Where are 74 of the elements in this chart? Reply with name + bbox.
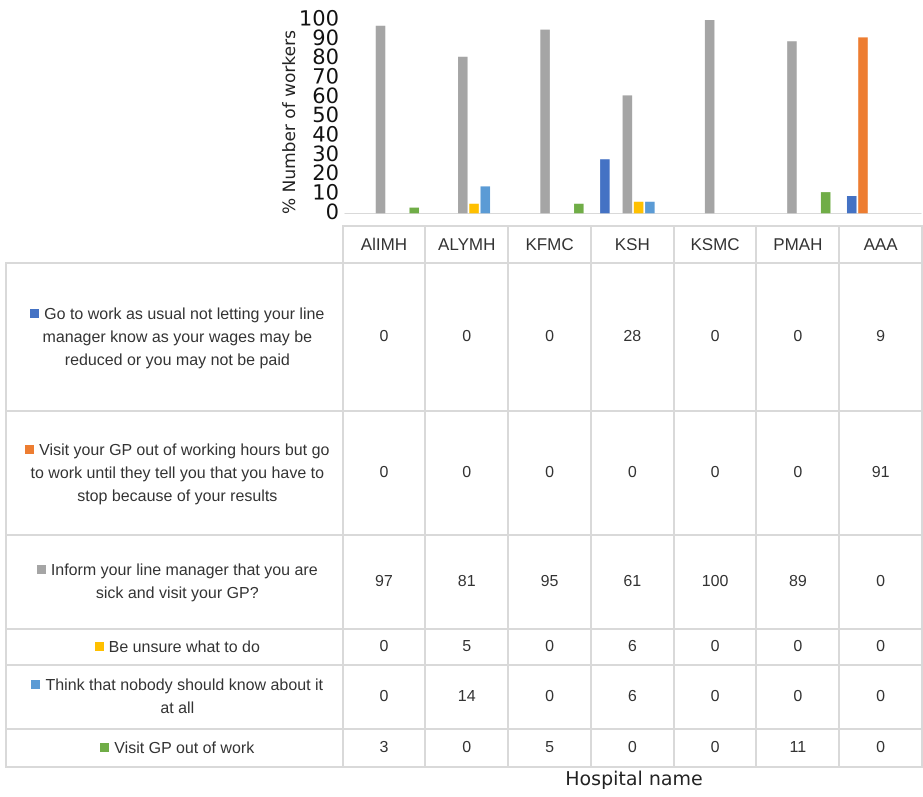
x-tick-label: AAA <box>839 226 922 263</box>
data-label: 0 <box>508 665 591 729</box>
bar <box>787 41 797 214</box>
bar <box>540 30 550 214</box>
data-label: 0 <box>425 729 508 767</box>
bar <box>574 204 584 214</box>
data-label: 0 <box>342 629 426 665</box>
data-label: 0 <box>674 665 756 729</box>
data-label: 9 <box>839 263 922 411</box>
data-label: 61 <box>590 535 674 629</box>
data-label: 0 <box>839 665 922 729</box>
bar <box>846 196 857 214</box>
bar <box>622 95 632 214</box>
data-label: 0 <box>674 729 756 767</box>
data-label: 0 <box>508 411 591 535</box>
y-tick-label: 40 <box>312 122 339 146</box>
data-label: 97 <box>342 535 426 629</box>
data-label: 0 <box>425 263 508 411</box>
text: Hospital name <box>565 768 703 790</box>
legend-label: Inform your line manager that you are sick and visit your GP? <box>6 535 342 629</box>
y-tick-label: 100 <box>298 6 339 30</box>
bar <box>469 204 479 214</box>
data-label: 11 <box>756 729 840 767</box>
y-tick-label: 0 <box>326 200 339 224</box>
data-label: 0 <box>839 535 922 629</box>
data-label: 0 <box>425 411 508 535</box>
data-label: 0 <box>756 629 840 665</box>
bar <box>704 20 714 214</box>
data-label: 0 <box>839 629 922 665</box>
legend-label: Visit your GP out of working hours but go to work until they tell you that you have to stop because of your results <box>6 411 342 535</box>
y-tick-label: 70 <box>312 64 339 88</box>
data-label: 81 <box>425 535 508 629</box>
data-label: 5 <box>425 629 508 665</box>
data-label: 14 <box>425 665 508 729</box>
data-label: 5 <box>508 729 591 767</box>
legend-label: Think that nobody should know about it at all <box>6 665 342 729</box>
data-label: 89 <box>756 535 840 629</box>
bar <box>820 192 830 214</box>
data-label: 3 <box>342 729 426 767</box>
legend-label: Be unsure what to do <box>6 629 342 665</box>
y-axis-title: % Number of workers <box>280 30 300 214</box>
data-label: 28 <box>590 263 674 411</box>
data-label: 95 <box>508 535 591 629</box>
bar <box>645 202 655 214</box>
bar <box>858 37 868 214</box>
data-label: 0 <box>674 629 756 665</box>
data-label: 0 <box>756 411 840 535</box>
data-label: 0 <box>674 411 756 535</box>
x-tick-label: AlIMH <box>342 226 426 263</box>
bar <box>376 26 386 214</box>
bar <box>458 56 468 214</box>
data-label: 0 <box>756 665 840 729</box>
data-label: 6 <box>590 665 674 729</box>
x-tick-label: KSH <box>590 226 674 263</box>
data-label: 0 <box>590 729 674 767</box>
x-tick-label: PMAH <box>756 226 840 263</box>
x-tick-label: KFMC <box>508 226 591 263</box>
data-label: 91 <box>839 411 922 535</box>
data-label: 0 <box>674 263 756 411</box>
data-label: 0 <box>756 263 840 411</box>
legend-label: Go to work as usual not letting your line manager know as your wages may be reduced or you may not be paid <box>6 263 342 411</box>
x-tick-label: KSMC <box>674 226 756 263</box>
bar <box>409 208 420 214</box>
legend-label: Visit GP out of work <box>6 729 342 767</box>
data-label: 0 <box>508 629 591 665</box>
bar <box>480 186 490 214</box>
data-label: 0 <box>508 263 591 411</box>
data-label: 0 <box>590 411 674 535</box>
data-label: 0 <box>839 729 922 767</box>
bar <box>600 159 610 214</box>
data-label: 100 <box>674 535 756 629</box>
x-tick-label: ALYMH <box>425 226 508 263</box>
data-label: 6 <box>590 629 674 665</box>
bar <box>634 202 644 214</box>
